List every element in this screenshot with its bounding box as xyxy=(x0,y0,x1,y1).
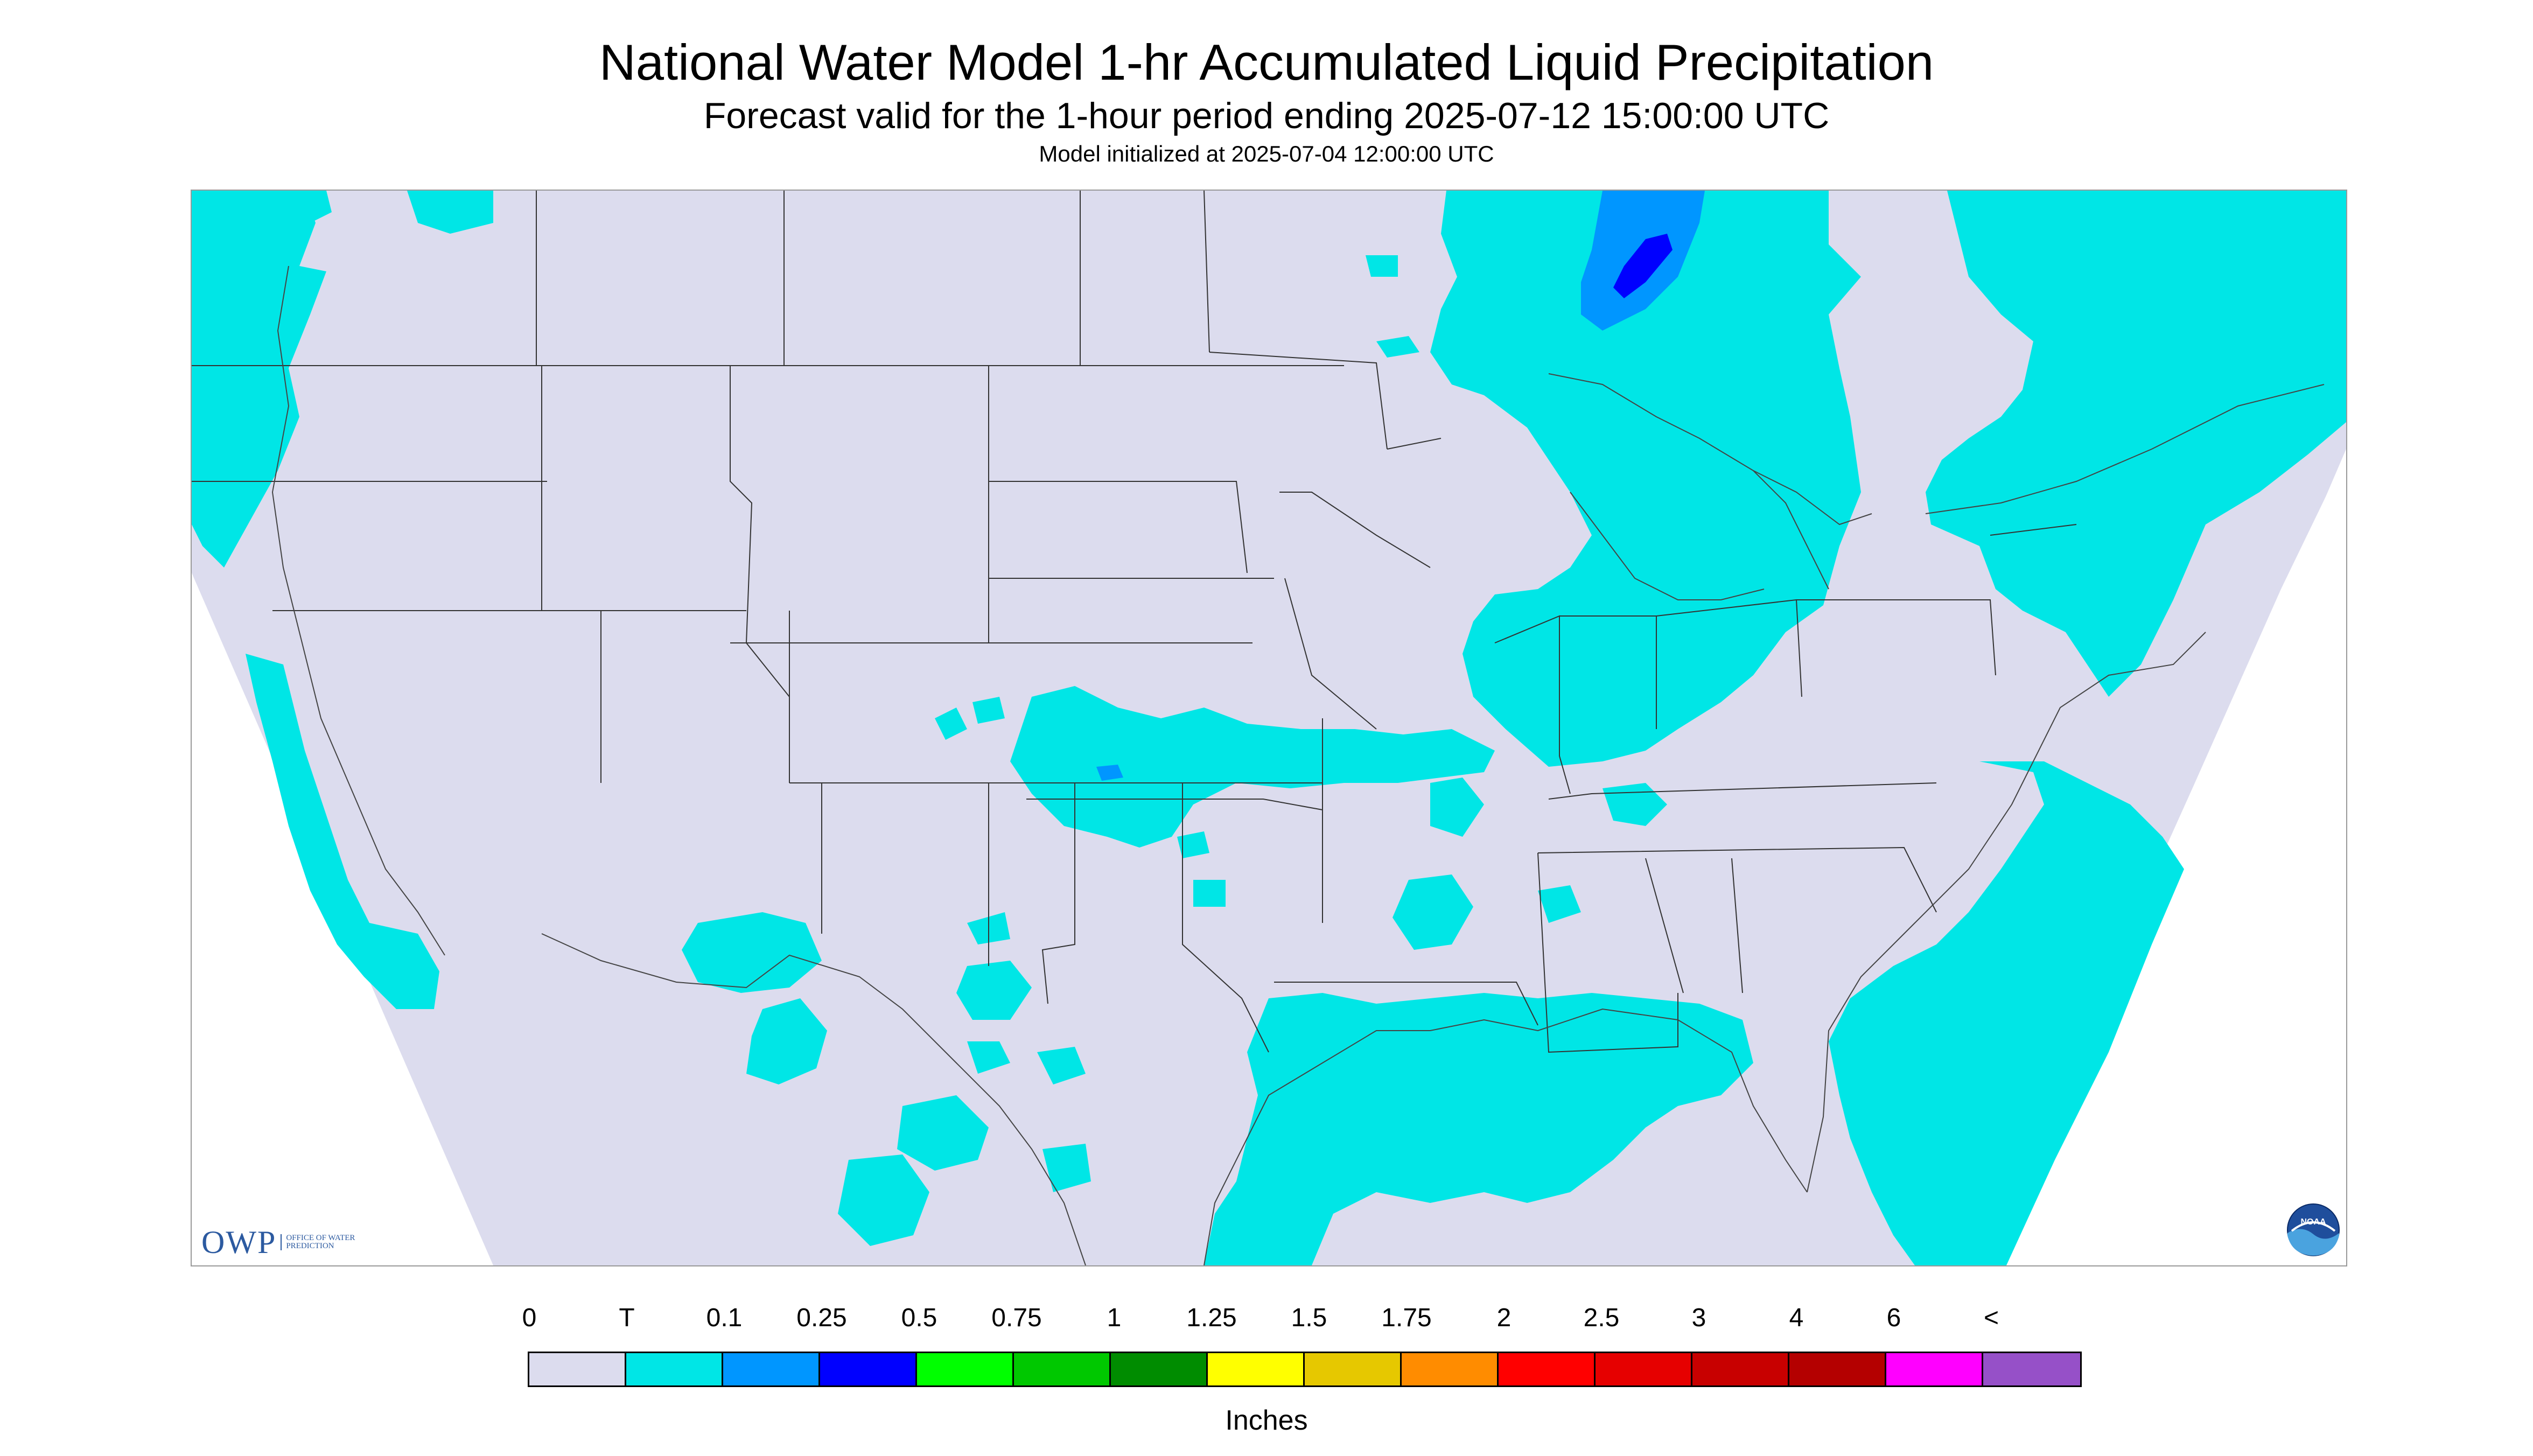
legend-tick-label: 1.5 xyxy=(1291,1304,1327,1332)
noaa-logo-text: NOAA xyxy=(2300,1217,2326,1227)
legend-swatch xyxy=(820,1353,917,1385)
legend-units: Inches xyxy=(1225,1405,1308,1436)
legend-swatch xyxy=(1111,1353,1208,1385)
legend-tick-label: T xyxy=(619,1304,635,1332)
legend-swatch xyxy=(1789,1353,1886,1385)
legend-swatch xyxy=(529,1353,626,1385)
legend-tick-label: 1.25 xyxy=(1186,1304,1237,1332)
legend-tick-label: 0 xyxy=(522,1304,537,1332)
legend-swatch xyxy=(1014,1353,1111,1385)
legend-tick-label: 0.1 xyxy=(706,1304,743,1332)
owp-logo: OWP Office of Water Prediction xyxy=(201,1224,361,1260)
owp-logo-subtext: Office of Water Prediction xyxy=(281,1234,361,1250)
legend-swatch xyxy=(1596,1353,1692,1385)
legend-swatch xyxy=(1305,1353,1402,1385)
map-subtitle: Forecast valid for the 1-hour period end… xyxy=(703,95,1830,136)
legend-tick-label: 3 xyxy=(1691,1304,1706,1332)
legend-tick-label: 0.25 xyxy=(796,1304,847,1332)
precipitation-map: OWP Office of Water Prediction NOAA xyxy=(191,190,2347,1266)
legend-swatch xyxy=(1983,1353,2080,1385)
owp-logo-text: OWP xyxy=(201,1224,277,1260)
legend-tick-label: 1 xyxy=(1107,1304,1122,1332)
legend-tick-label: 2 xyxy=(1496,1304,1512,1332)
legend-tick-label: 1.75 xyxy=(1381,1304,1432,1332)
noaa-logo: NOAA xyxy=(2287,1203,2340,1256)
legend-swatch xyxy=(1499,1353,1596,1385)
legend-swatches xyxy=(528,1352,2082,1387)
legend-swatch xyxy=(917,1353,1014,1385)
legend-swatch xyxy=(626,1353,723,1385)
legend-swatch xyxy=(1402,1353,1499,1385)
moderate-precip-areas xyxy=(1613,234,1673,298)
legend-swatch xyxy=(1692,1353,1789,1385)
legend-tick-label: 0.75 xyxy=(991,1304,1042,1332)
legend-tick-label: 2.5 xyxy=(1583,1304,1620,1332)
trace-precip-areas xyxy=(192,191,2346,1265)
legend-tick-label: < xyxy=(1983,1304,1999,1332)
legend-tick-label: 6 xyxy=(1886,1304,1901,1332)
map-title: National Water Model 1-hr Accumulated Li… xyxy=(599,34,1934,90)
legend-swatch xyxy=(723,1353,820,1385)
legend-tick-label: 0.5 xyxy=(901,1304,937,1332)
legend-swatch xyxy=(1886,1353,1983,1385)
legend-tick-label: 4 xyxy=(1789,1304,1804,1332)
coastline xyxy=(271,265,2325,1265)
legend-swatch xyxy=(1208,1353,1305,1385)
model-init-line: Model initialized at 2025-07-04 12:00:00… xyxy=(1039,141,1494,166)
